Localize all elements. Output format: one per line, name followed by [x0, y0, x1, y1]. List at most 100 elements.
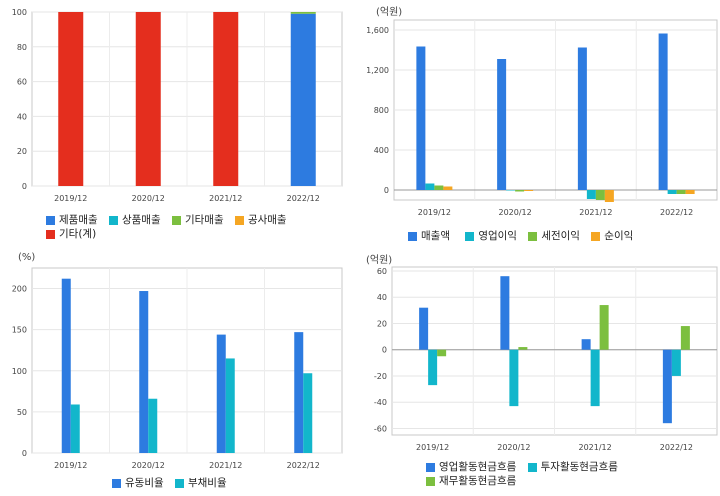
x-tick-label: 2021/12 [579, 443, 612, 452]
bar [303, 373, 313, 453]
x-tick-label: 2021/12 [209, 194, 242, 203]
y-tick-label: 0 [382, 346, 387, 355]
y-tick-label: 800 [374, 106, 389, 115]
bar [290, 13, 316, 186]
x-tick-label: 2022/12 [660, 208, 693, 217]
bar [428, 349, 438, 386]
bar [604, 190, 614, 202]
bar [515, 190, 525, 192]
bar [590, 349, 600, 407]
bar [680, 326, 690, 350]
legend-item[interactable]: 영업이익 [465, 229, 517, 243]
y-tick-label: -40 [374, 398, 387, 407]
income-legend: 매출액 영업이익 세전이익 순이익 [408, 229, 718, 245]
legend-label: 영업이익 [478, 230, 517, 242]
x-tick-label: 2019/12 [418, 208, 451, 217]
bar [434, 185, 444, 190]
legend-label: 순이익 [604, 230, 634, 242]
unit-label: (%) [18, 252, 36, 263]
bar [148, 398, 158, 453]
x-tick-label: 2020/12 [132, 194, 165, 203]
legend-item[interactable]: 투자활동현금흐름 [527, 460, 618, 474]
bar [70, 404, 80, 453]
x-tick-label: 2019/12 [54, 461, 87, 470]
bar [497, 59, 507, 190]
bar [216, 334, 226, 453]
y-tick-label: 100 [12, 8, 27, 17]
legend-item[interactable]: 기타매출 [171, 213, 224, 227]
cashflow-legend: 영업활동현금흐름 투자활동현금흐름 재무활동현금흐름 [426, 460, 716, 488]
bar [437, 349, 447, 357]
legend-label: 영업활동현금흐름 [439, 461, 517, 473]
legend-label: 재무활동현금흐름 [439, 475, 517, 487]
bar [416, 46, 426, 190]
bar [685, 190, 695, 194]
y-tick-label: 1,600 [366, 26, 389, 35]
legend-item[interactable]: 기타(계) [46, 227, 96, 241]
y-tick-label: 40 [17, 112, 27, 121]
y-tick-label: 20 [17, 147, 27, 156]
legend-item[interactable]: 상품매출 [108, 213, 161, 227]
legend-item[interactable]: 제품매출 [46, 213, 98, 227]
legend-label: 투자활동현금흐름 [540, 461, 618, 473]
bar [599, 305, 609, 350]
bar [139, 291, 149, 453]
bar [294, 332, 304, 453]
unit-label: (억원) [376, 7, 403, 18]
y-tick-label: 0 [22, 182, 27, 191]
x-tick-label: 2019/12 [416, 443, 449, 452]
legend-label: 유동비율 [125, 477, 164, 489]
bar [667, 190, 677, 194]
legend-item[interactable]: 부채비율 [174, 476, 227, 490]
ratios-chart: (%) 0 50 100 150 200 2019/12 2020/12 2021/12 202… [0, 248, 350, 496]
bar [595, 190, 605, 200]
bar [58, 12, 84, 186]
unit-label: (억원) [366, 255, 393, 266]
legend-label: 기타(계) [59, 228, 97, 240]
legend-item[interactable]: 유동비율 [112, 476, 164, 490]
bar [506, 190, 516, 191]
bar [290, 12, 316, 14]
y-tick-label: -20 [374, 372, 387, 381]
legend-item[interactable]: 매출액 [408, 229, 450, 243]
bar [671, 349, 681, 376]
y-tick-label: 400 [374, 146, 389, 155]
x-tick-label: 2022/12 [660, 443, 693, 452]
legend-item[interactable]: 영업활동현금흐름 [426, 460, 516, 474]
legend-item[interactable]: 순이익 [591, 229, 633, 243]
x-tick-label: 2021/12 [579, 208, 612, 217]
y-tick-label: 0 [22, 449, 27, 458]
bar [425, 183, 435, 190]
x-tick-label: 2019/12 [54, 194, 87, 203]
bar [225, 358, 235, 453]
bar [662, 349, 672, 424]
y-tick-label: 60 [17, 78, 27, 87]
legend-label: 공사매출 [247, 214, 287, 226]
ratios-legend: 유동비율 부채비율 [112, 476, 332, 492]
y-tick-label: 50 [17, 408, 27, 417]
y-tick-label: 150 [12, 326, 27, 335]
legend-item[interactable]: 재무활동현금흐름 [426, 474, 516, 488]
bar [509, 349, 519, 407]
legend-item[interactable]: 세전이익 [528, 229, 580, 243]
x-tick-label: 2020/12 [499, 208, 532, 217]
legend-label: 기타매출 [184, 214, 224, 226]
income-chart: (억원) 0 400 800 1,200 1,600 2019/12 2020/12 2021… [362, 0, 720, 248]
bar [419, 307, 429, 350]
legend-label: 매출액 [421, 230, 450, 242]
y-tick-label: -60 [374, 424, 387, 433]
bar [135, 12, 161, 186]
income-plot: 0 400 800 1,200 1,600 2019/12 2020/12 2021/12 20… [366, 19, 718, 217]
bar [676, 190, 686, 194]
legend-item[interactable]: 공사매출 [234, 213, 287, 227]
y-tick-label: 0 [384, 186, 389, 195]
x-tick-label: 2022/12 [287, 194, 320, 203]
legend-label: 제품매출 [59, 214, 98, 226]
y-tick-label: 100 [12, 367, 27, 376]
bar [61, 278, 71, 453]
bar [524, 190, 534, 191]
bar [577, 47, 587, 190]
y-tick-label: 40 [377, 293, 387, 302]
cashflow-chart: (억원) -60 -40 -20 0 20 40 60 2019/12 2020/12 2021/… [362, 248, 720, 496]
legend-label: 상품매출 [121, 214, 161, 226]
